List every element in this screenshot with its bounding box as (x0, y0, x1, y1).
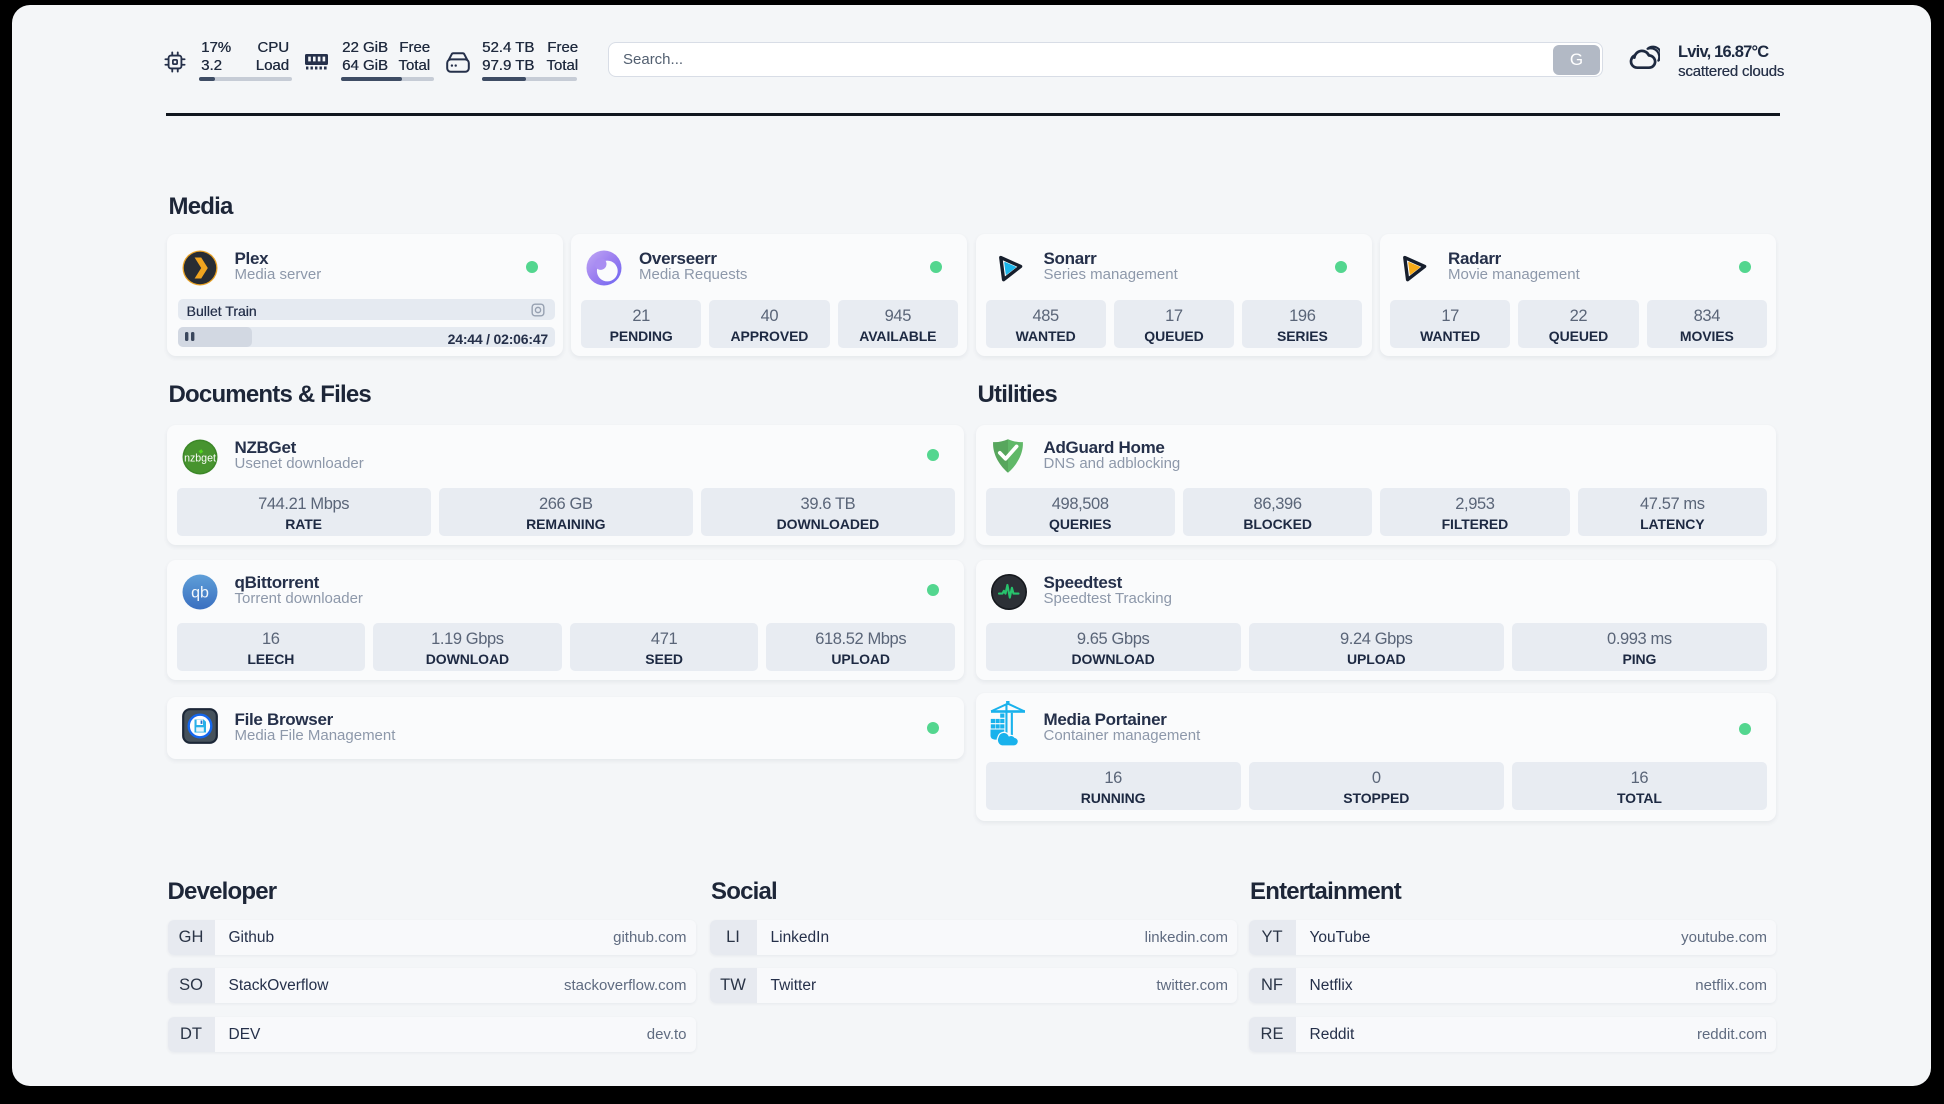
svg-text:nzbget: nzbget (184, 453, 216, 465)
svg-text:qb: qb (191, 585, 209, 602)
